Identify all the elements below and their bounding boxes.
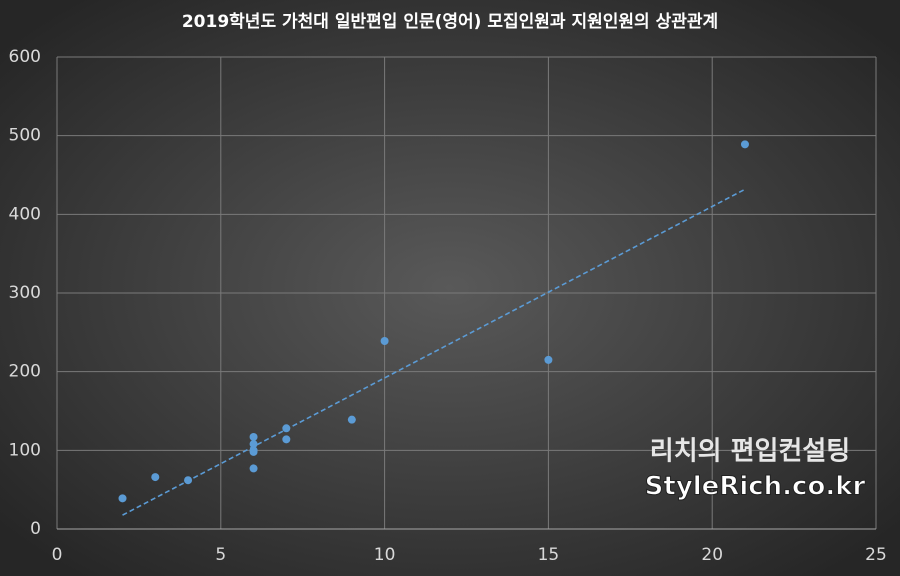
point bbox=[249, 440, 258, 449]
point bbox=[249, 447, 258, 456]
y-tick-label: 600 bbox=[9, 47, 41, 67]
chart-title: 2019학년도 가천대 일반편입 인문(영어) 모집인원과 지원인원의 상관관계 bbox=[182, 12, 718, 32]
point bbox=[347, 415, 356, 424]
point bbox=[282, 424, 291, 433]
trendline bbox=[122, 188, 746, 516]
point bbox=[249, 464, 258, 473]
y-tick-label: 0 bbox=[30, 519, 41, 539]
x-tick-label: 5 bbox=[215, 545, 226, 565]
watermark: 리치의 편입컨설팅 bbox=[650, 437, 850, 467]
y-tick-label: 300 bbox=[9, 283, 41, 303]
y-tick-label: 400 bbox=[9, 204, 41, 224]
watermark: StyleRich.co.kr bbox=[645, 472, 866, 502]
y-tick-label: 500 bbox=[9, 126, 41, 146]
x-tick-label: 10 bbox=[374, 545, 396, 565]
y-tick-label: 200 bbox=[9, 362, 41, 382]
point bbox=[118, 494, 127, 503]
point bbox=[151, 473, 160, 482]
x-tick-label: 20 bbox=[701, 545, 723, 565]
x-tick-label: 0 bbox=[52, 545, 63, 565]
point bbox=[544, 355, 553, 364]
x-tick-label: 15 bbox=[538, 545, 560, 565]
x-tick-label: 25 bbox=[865, 545, 887, 565]
point bbox=[249, 432, 258, 441]
point bbox=[740, 140, 749, 149]
point bbox=[380, 336, 389, 345]
y-tick-label: 100 bbox=[9, 440, 41, 460]
point bbox=[184, 476, 193, 485]
point bbox=[282, 435, 291, 444]
